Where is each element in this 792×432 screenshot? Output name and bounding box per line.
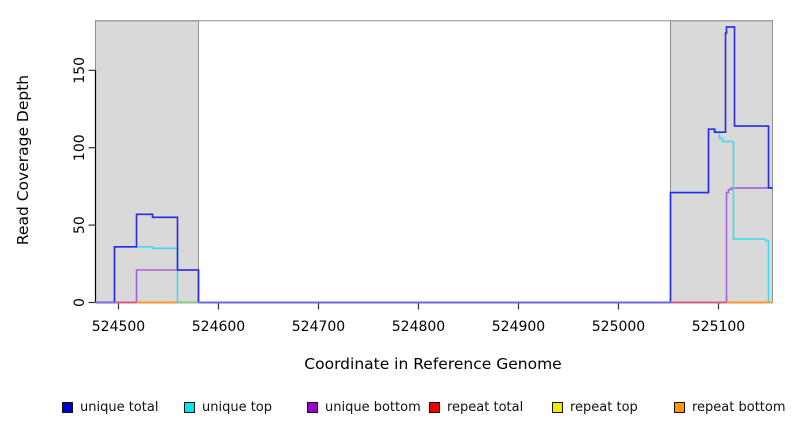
- x-tick-label: 524500: [92, 319, 145, 335]
- x-tick-label: 525100: [692, 319, 745, 335]
- x-tick-label: 524600: [192, 319, 245, 335]
- series-line-unique-total: [95, 26, 773, 304]
- coverage-plot: 524500 524600 524700 524800 524900 525000 5251…: [14, 20, 773, 373]
- y-tick-label: 150: [72, 57, 88, 84]
- legend-item-unique-bottom: unique bottom: [307, 399, 421, 415]
- legend-swatch-icon: [62, 401, 73, 413]
- legend-item-repeat-bottom: repeat bottom: [674, 399, 786, 415]
- y-axis-title: Read Coverage Depth: [14, 75, 32, 245]
- legend-label: repeat top: [570, 399, 638, 415]
- legend-label: unique top: [202, 399, 273, 415]
- plot-legend: unique total unique top unique bottom repea…: [0, 399, 792, 417]
- x-tick-label: 525000: [592, 319, 645, 335]
- legend-swatch-icon: [184, 401, 195, 413]
- x-tick-label: 524700: [292, 319, 345, 335]
- legend-label: repeat total: [447, 399, 524, 415]
- legend-label: repeat bottom: [692, 399, 786, 415]
- shaded-region: [670, 20, 773, 303]
- x-axis-title: Coordinate in Reference Genome: [304, 355, 561, 373]
- legend-item-repeat-total: repeat total: [429, 399, 523, 415]
- legend-label: unique bottom: [325, 399, 421, 415]
- legend-item-unique-total: unique total: [62, 399, 158, 415]
- legend-swatch-icon: [429, 401, 440, 413]
- x-tick-label: 524900: [492, 319, 545, 335]
- legend-label: unique total: [80, 399, 159, 415]
- y-tick-label: 0: [72, 298, 88, 307]
- shaded-region: [95, 20, 199, 303]
- y-tick-label: 50: [72, 216, 88, 234]
- legend-item-repeat-top: repeat top: [552, 399, 638, 415]
- legend-swatch-icon: [307, 401, 318, 413]
- shaded-regions: [95, 20, 773, 303]
- series-line-unique-top: [95, 128, 773, 304]
- x-tick-label: 524800: [392, 319, 445, 335]
- series-line-unique-bottom: [95, 187, 773, 304]
- legend-swatch-icon: [674, 401, 685, 413]
- y-tick-label: 100: [72, 134, 88, 161]
- legend-swatch-icon: [552, 401, 563, 413]
- legend-item-unique-top: unique top: [184, 399, 272, 415]
